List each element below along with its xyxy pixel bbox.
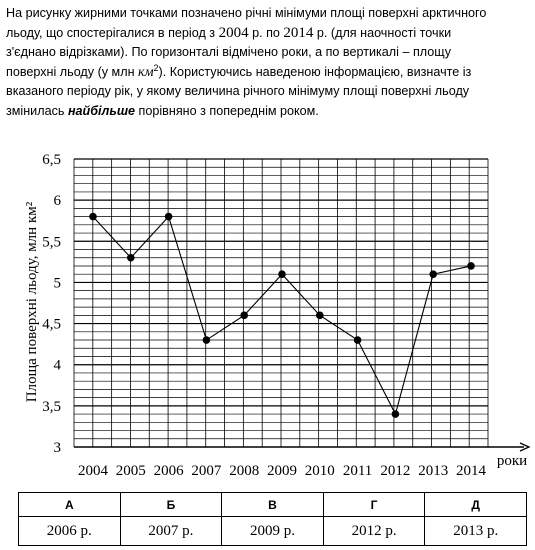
question-line-3: з'єднано відрізками). По горизонталі від… xyxy=(6,45,452,60)
data-point xyxy=(278,270,286,279)
year-to: 2014 xyxy=(283,24,314,41)
data-point xyxy=(164,212,173,221)
y-tick-label: 5,5 xyxy=(42,234,61,250)
y-tick-label: 4,5 xyxy=(42,317,61,333)
x-tick-label: 2013 xyxy=(418,463,448,479)
data-point xyxy=(353,336,362,344)
grid xyxy=(73,158,489,447)
y-axis-label: Площа поверхні льоду, млн км² xyxy=(24,201,40,402)
x-tick-label: 2009 xyxy=(267,463,297,479)
question-line-6: змінилась найбільше порівняно з попередн… xyxy=(6,102,528,122)
data-point xyxy=(391,410,400,418)
x-tick-label: 2014 xyxy=(456,463,487,479)
answer-option-a[interactable]: 2006 р. xyxy=(18,516,121,546)
answer-value-row: 2006 р. 2007 р. 2009 р. 2012 р. 2013 р. xyxy=(18,516,527,546)
x-axis-label: роки xyxy=(497,453,527,469)
answer-header-a: А xyxy=(18,492,121,517)
question-line-4: поверхні льоду (у млн км2). Користуючись… xyxy=(6,63,528,83)
answer-header-row: А Б В Г Д xyxy=(18,492,527,517)
data-point xyxy=(89,212,97,221)
x-tick-label: 2004 xyxy=(78,463,109,479)
answer-header-e: Д xyxy=(424,492,527,517)
year-from: 2004 xyxy=(218,24,249,41)
data-point xyxy=(467,262,475,270)
y-tick-label: 6,5 xyxy=(42,152,61,168)
x-tick-labels: 2004 2005 2006 2007 2008 2009 2010 2011 2012 2013… xyxy=(78,463,487,479)
axes xyxy=(74,442,531,452)
y-tick-label: 3 xyxy=(54,440,62,456)
question-line-6-a: змінилась xyxy=(6,103,68,118)
x-tick-label: 2011 xyxy=(343,463,372,479)
answer-header-c: В xyxy=(221,492,324,517)
question-line-5: вказаного періоду рік, у якому величина … xyxy=(6,84,470,99)
data-point xyxy=(202,336,211,344)
data-point xyxy=(240,311,248,320)
y-tick-label: 3,5 xyxy=(42,399,61,415)
emphasis-word: найбільше xyxy=(67,103,136,118)
question-line-6-b: порівняно з попереднім роком. xyxy=(135,103,319,118)
y-tick-labels: 3 3,5 4 4,5 5 5,5 6 6,5 xyxy=(42,152,61,456)
x-tick-label: 2010 xyxy=(305,463,335,479)
data-point xyxy=(127,253,135,262)
chart: 33,544,555,566,5 2004 2005 2006 2007 2008 200… xyxy=(24,152,531,479)
question-line-2-c: р. (для наочності точки xyxy=(313,25,452,40)
x-tick-label: 2006 xyxy=(154,463,185,479)
data-point xyxy=(429,270,438,279)
series xyxy=(89,212,475,418)
y-tick-label: 4 xyxy=(54,358,62,374)
x-tick-label: 2005 xyxy=(116,463,146,479)
y-tick-label: 6 xyxy=(54,193,62,209)
x-tick-label: 2008 xyxy=(229,463,259,479)
x-axis-arrow xyxy=(519,442,531,452)
question-text: На рисунку жирними точками позначено річ… xyxy=(6,4,528,122)
question-line-1: На рисунку жирними точками позначено річ… xyxy=(6,6,487,20)
answer-option-d[interactable]: 2012 р. xyxy=(322,516,426,546)
question-line-2-a: льоду, що спостерігалися в період з xyxy=(6,25,219,40)
question-line-4-a: поверхні льоду (у млн xyxy=(6,64,139,79)
answer-option-c[interactable]: 2009 р. xyxy=(221,516,324,546)
answer-option-b[interactable]: 2007 р. xyxy=(119,516,223,546)
x-tick-label: 2007 xyxy=(191,463,222,479)
unit-power: 2 xyxy=(153,62,159,73)
answer-header-b: Б xyxy=(119,492,223,517)
data-point xyxy=(316,311,324,320)
answer-option-e[interactable]: 2013 р. xyxy=(424,516,527,546)
unit-km: км xyxy=(138,64,154,80)
x-tick-label: 2012 xyxy=(380,463,410,479)
answer-header-d: Г xyxy=(322,492,426,517)
question-line-4-b: ). Користуючись наведеною інформацією, в… xyxy=(158,64,472,79)
question-line-2-b: р. по xyxy=(248,25,284,40)
question-line-2: льоду, що спостерігалися в період з 2004… xyxy=(6,24,528,44)
y-tick-label: 5 xyxy=(54,275,62,291)
answer-table: А Б В Г Д 2006 р. 2007 р. 2009 р. 2012 р… xyxy=(18,492,527,546)
